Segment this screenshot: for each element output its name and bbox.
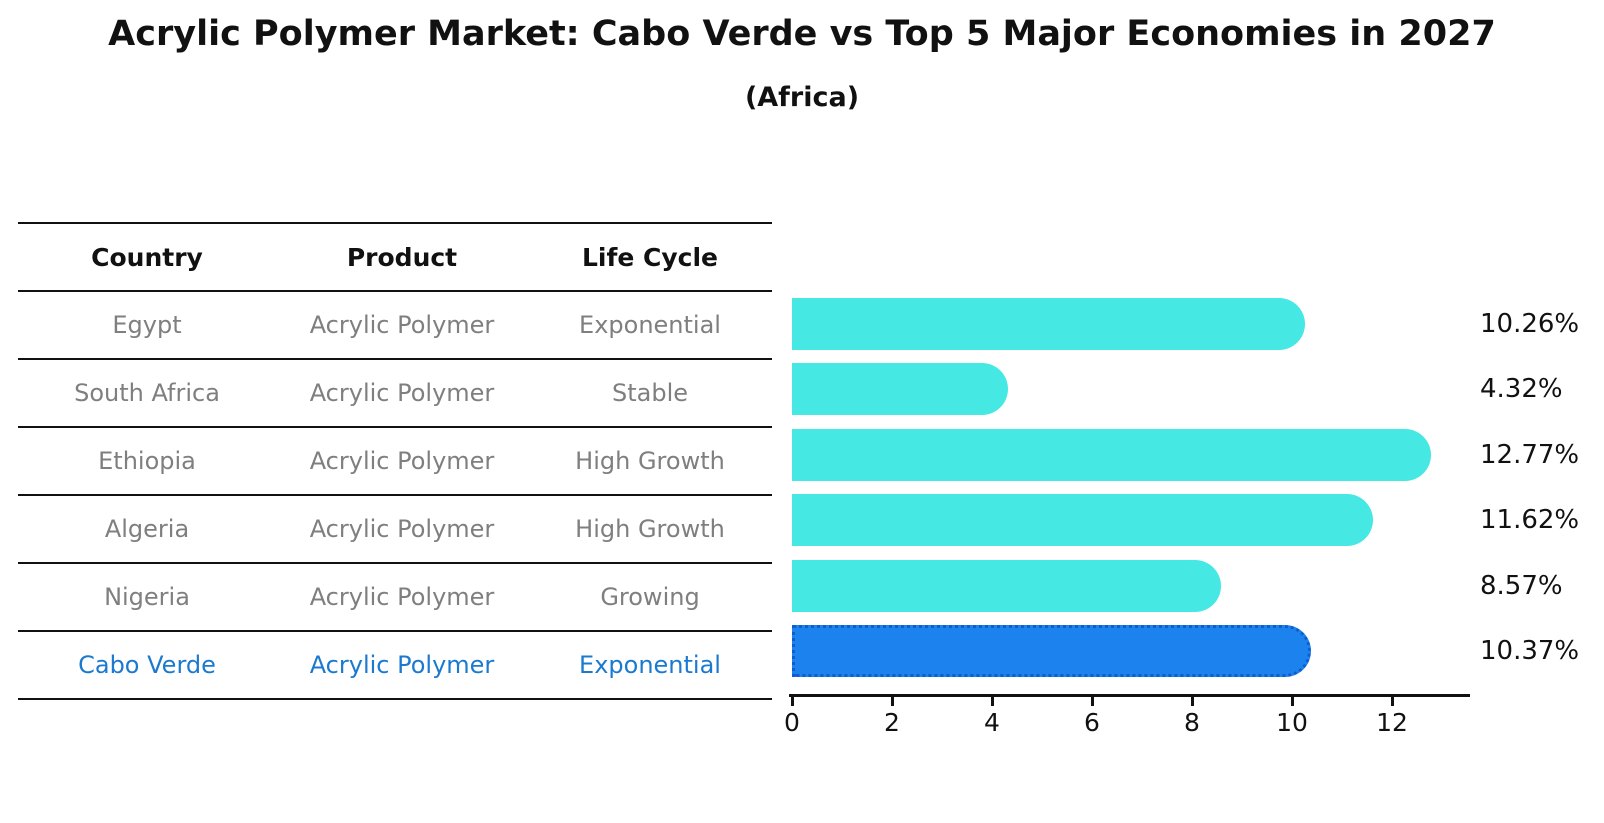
table-header-life-cycle: Life Cycle xyxy=(581,242,719,272)
cell-product: Acrylic Polymer xyxy=(309,583,495,611)
table-row-cabo-verde: Cabo Verde Acrylic Polymer Exponential xyxy=(18,632,772,700)
x-tick-label-12: 12 xyxy=(1376,708,1408,737)
table-row-algeria: Algeria Acrylic Polymer High Growth xyxy=(18,496,772,564)
cell-life_cycle: High Growth xyxy=(575,447,725,475)
x-tick-label-4: 4 xyxy=(984,708,1000,737)
x-tick-mark-10 xyxy=(1291,697,1294,706)
chart-title: Acrylic Polymer Market: Cabo Verde vs To… xyxy=(108,14,1496,54)
cell-country: Ethiopia xyxy=(98,447,196,475)
x-tick-mark-0 xyxy=(791,697,794,706)
table-header-product: Product xyxy=(346,242,458,272)
cell-life_cycle: Growing xyxy=(600,583,700,611)
x-tick-mark-6 xyxy=(1091,697,1094,706)
comparison-table: Country Product Life Cycle Egypt Acrylic Pol… xyxy=(18,222,772,700)
x-tick-mark-8 xyxy=(1191,697,1194,706)
value-label-cabo-verde: 10.37% xyxy=(1480,636,1580,666)
bar-ethiopia xyxy=(792,429,1431,481)
value-label-south-africa: 4.32% xyxy=(1480,374,1563,404)
value-label-nigeria: 8.57% xyxy=(1480,571,1563,601)
value-label-ethiopia: 12.77% xyxy=(1480,440,1580,470)
table-row-egypt: Egypt Acrylic Polymer Exponential xyxy=(18,292,772,360)
bar-cabo-verde xyxy=(792,625,1311,677)
cell-product: Acrylic Polymer xyxy=(309,515,495,543)
table-header-country: Country xyxy=(91,242,203,272)
bar-algeria xyxy=(792,494,1373,546)
cell-product: Acrylic Polymer xyxy=(309,651,495,679)
x-tick-label-8: 8 xyxy=(1184,708,1200,737)
value-label-algeria: 11.62% xyxy=(1480,505,1580,535)
cell-product: Acrylic Polymer xyxy=(309,447,495,475)
cell-life_cycle: Stable xyxy=(611,379,689,407)
cell-country: Nigeria xyxy=(104,583,190,611)
cell-product: Acrylic Polymer xyxy=(309,311,495,339)
x-tick-mark-2 xyxy=(891,697,894,706)
cell-country: Cabo Verde xyxy=(78,651,216,679)
x-tick-label-10: 10 xyxy=(1276,708,1308,737)
cell-life_cycle: Exponential xyxy=(579,651,721,679)
x-tick-label-0: 0 xyxy=(784,708,800,737)
cell-country: South Africa xyxy=(74,379,220,407)
table-header-row: Country Product Life Cycle xyxy=(18,224,772,292)
cell-country: Egypt xyxy=(112,311,182,339)
cell-life_cycle: High Growth xyxy=(575,515,725,543)
table-row-ethiopia: Ethiopia Acrylic Polymer High Growth xyxy=(18,428,772,496)
cell-country: Algeria xyxy=(104,515,190,543)
x-tick-label-2: 2 xyxy=(884,708,900,737)
x-axis-line xyxy=(789,694,1470,697)
bar-south-africa xyxy=(792,363,1008,415)
value-label-egypt: 10.26% xyxy=(1480,309,1580,339)
x-tick-mark-12 xyxy=(1391,697,1394,706)
bar-nigeria xyxy=(792,560,1221,612)
bar-egypt xyxy=(792,298,1305,350)
table-row-south-africa: South Africa Acrylic Polymer Stable xyxy=(18,360,772,428)
cell-product: Acrylic Polymer xyxy=(309,379,495,407)
table-row-nigeria: Nigeria Acrylic Polymer Growing xyxy=(18,564,772,632)
x-tick-label-6: 6 xyxy=(1084,708,1100,737)
x-tick-mark-4 xyxy=(991,697,994,706)
cell-life_cycle: Exponential xyxy=(579,311,721,339)
chart-subtitle: (Africa) xyxy=(744,82,860,113)
